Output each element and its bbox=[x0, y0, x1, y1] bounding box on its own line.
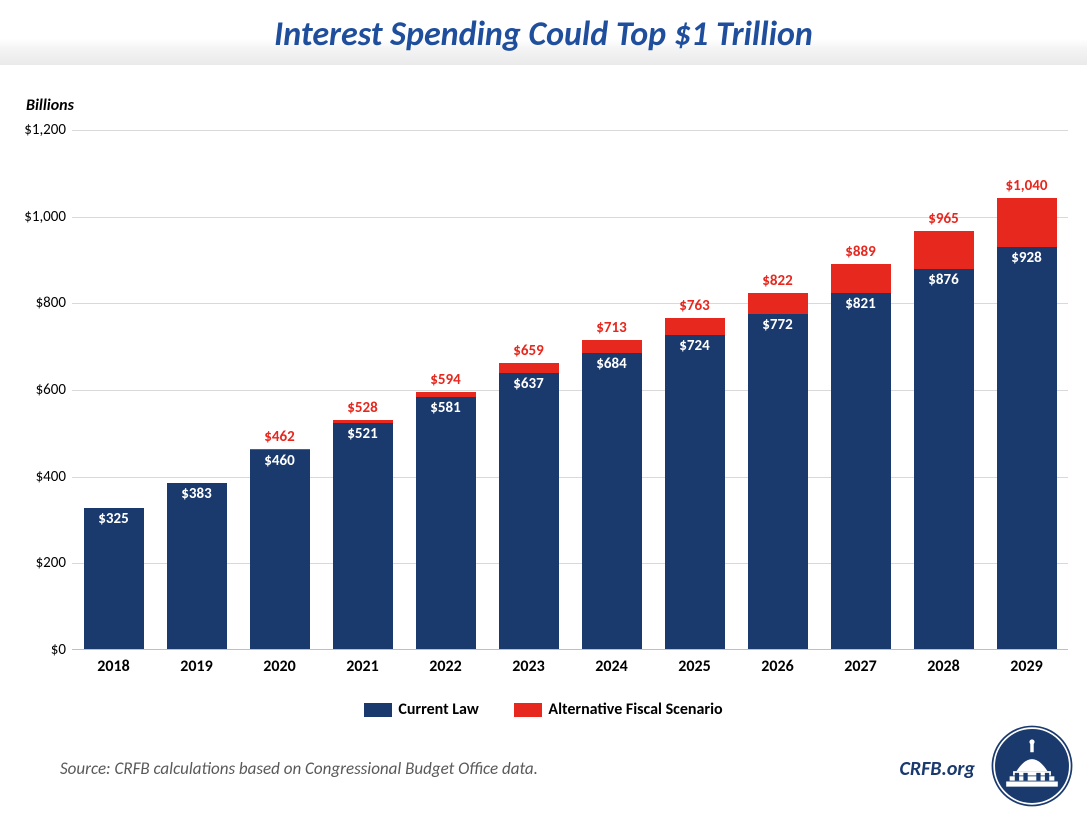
value-label-alt: $763 bbox=[665, 297, 725, 315]
legend-item-alt: Alternative Fiscal Scenario bbox=[514, 700, 722, 719]
value-label-alt: $965 bbox=[914, 210, 974, 228]
value-label-current: $876 bbox=[914, 271, 974, 289]
legend-label-current: Current Law bbox=[398, 700, 478, 719]
bar-current-law bbox=[665, 335, 725, 649]
bar-alt-scenario bbox=[250, 449, 310, 450]
x-tick-label: 2021 bbox=[333, 649, 393, 676]
source-text: Source: CRFB calculations based on Congr… bbox=[60, 758, 538, 779]
chart-title: Interest Spending Could Top $1 Trillion bbox=[0, 14, 1087, 55]
bar-current-law bbox=[748, 314, 808, 649]
value-label-current: $684 bbox=[582, 355, 642, 373]
value-label-alt: $528 bbox=[333, 399, 393, 417]
legend-swatch-current bbox=[364, 703, 392, 717]
value-label-alt: $889 bbox=[831, 243, 891, 261]
y-tick-label: $800 bbox=[8, 294, 66, 312]
value-label-alt: $713 bbox=[582, 319, 642, 337]
bar-alt-scenario bbox=[499, 363, 559, 373]
value-label-alt: $462 bbox=[250, 428, 310, 446]
x-tick-label: 2029 bbox=[997, 649, 1057, 676]
crfb-logo-icon bbox=[989, 723, 1075, 809]
bar-alt-scenario bbox=[914, 231, 974, 270]
bar-current-law bbox=[250, 450, 310, 649]
y-tick-label: $1,000 bbox=[8, 208, 66, 226]
legend-label-alt: Alternative Fiscal Scenario bbox=[548, 700, 722, 719]
bar-alt-scenario bbox=[831, 264, 891, 293]
y-tick-label: $200 bbox=[8, 554, 66, 572]
legend: Current Law Alternative Fiscal Scenario bbox=[0, 700, 1087, 722]
x-tick-label: 2024 bbox=[582, 649, 642, 676]
value-label-alt: $659 bbox=[499, 342, 559, 360]
bar-current-law bbox=[831, 293, 891, 649]
value-label-current: $928 bbox=[997, 249, 1057, 267]
bar-current-law bbox=[416, 397, 476, 649]
bar-current-law bbox=[582, 353, 642, 649]
y-tick-label: $600 bbox=[8, 381, 66, 399]
value-label-current: $637 bbox=[499, 375, 559, 393]
legend-item-current: Current Law bbox=[364, 700, 478, 719]
value-label-current: $772 bbox=[748, 316, 808, 334]
bar-current-law bbox=[997, 247, 1057, 649]
value-label-current: $521 bbox=[333, 425, 393, 443]
x-tick-label: 2019 bbox=[167, 649, 227, 676]
value-label-current: $460 bbox=[250, 452, 310, 470]
value-label-current: $383 bbox=[167, 485, 227, 503]
bar-current-law bbox=[333, 423, 393, 649]
x-tick-label: 2028 bbox=[914, 649, 974, 676]
bar-alt-scenario bbox=[997, 198, 1057, 247]
bar-alt-scenario bbox=[416, 392, 476, 398]
bar-alt-scenario bbox=[582, 340, 642, 353]
bar-alt-scenario bbox=[665, 318, 725, 335]
value-label-current: $724 bbox=[665, 337, 725, 355]
x-tick-label: 2018 bbox=[84, 649, 144, 676]
value-label-current: $325 bbox=[84, 510, 144, 528]
value-label-current: $821 bbox=[831, 295, 891, 313]
bar-current-law bbox=[167, 483, 227, 649]
legend-swatch-alt bbox=[514, 703, 542, 717]
bar-current-law bbox=[84, 508, 144, 649]
y-tick-label: $1,200 bbox=[8, 121, 66, 139]
x-tick-label: 2020 bbox=[250, 649, 310, 676]
value-label-alt: $1,040 bbox=[997, 177, 1057, 195]
x-tick-label: 2023 bbox=[499, 649, 559, 676]
y-tick-label: $400 bbox=[8, 468, 66, 486]
x-tick-label: 2025 bbox=[665, 649, 725, 676]
bar-alt-scenario bbox=[748, 293, 808, 315]
x-tick-label: 2022 bbox=[416, 649, 476, 676]
bar-current-law bbox=[914, 269, 974, 649]
title-band: Interest Spending Could Top $1 Trillion bbox=[0, 0, 1087, 65]
chart-area: $325 2018 $383 2019 $460 $462 2020 $521 $528 2021… bbox=[10, 112, 1070, 682]
bar-current-law bbox=[499, 373, 559, 649]
plot-area: $3252018$3832019$460$4622020$521$5282021… bbox=[72, 130, 1068, 650]
value-label-alt: $822 bbox=[748, 272, 808, 290]
bar-alt-scenario bbox=[333, 420, 393, 423]
x-tick-label: 2027 bbox=[831, 649, 891, 676]
x-tick-label: 2026 bbox=[748, 649, 808, 676]
y-tick-label: $0 bbox=[8, 641, 66, 659]
gridline bbox=[72, 130, 1068, 131]
value-label-alt: $594 bbox=[416, 371, 476, 389]
value-label-current: $581 bbox=[416, 399, 476, 417]
brand-text: CRFB.org bbox=[899, 757, 975, 781]
